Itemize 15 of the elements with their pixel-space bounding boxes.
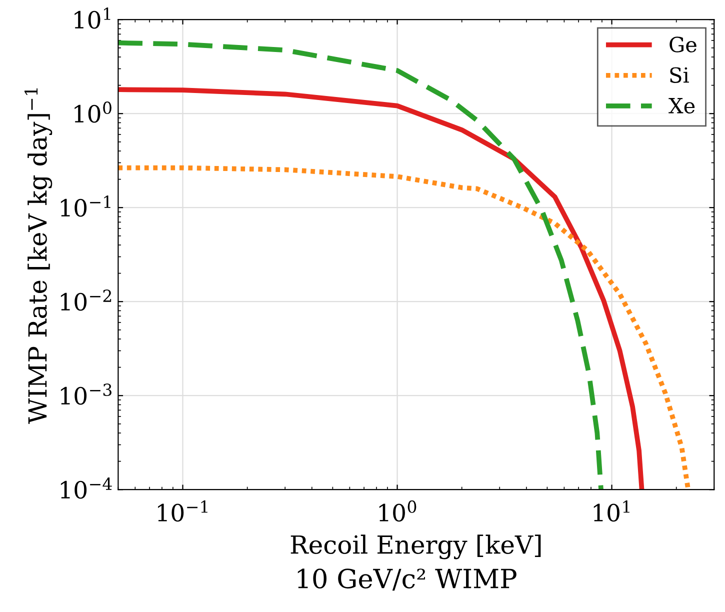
y-tick-label: 10$^{−3}$ <box>60 384 112 405</box>
x-tick-label: 10$^{−1}$ <box>158 500 208 522</box>
y-tick-label: 10$^{−1}$ <box>60 196 110 217</box>
legend-label: Xe <box>668 98 695 114</box>
y-axis-title: WIMP Rate [keV kg day]$^{−1}$ <box>24 88 52 424</box>
legend-label: Ge <box>670 36 696 52</box>
y-tick-label: 10$^{−2}$ <box>60 290 112 311</box>
y-tick-label: 10$^{0}$ <box>74 102 112 123</box>
legend-label: Si <box>670 67 689 83</box>
y-tick-label: 10$^{1}$ <box>74 8 110 29</box>
x-tick-label: 10$^{0}$ <box>379 500 416 522</box>
text: 10 GeV/c² WIMP <box>298 568 516 591</box>
x-axis-title: Recoil Energy [keV] <box>290 534 541 560</box>
y-tick-label: 10$^{−4}$ <box>60 478 112 499</box>
x-tick-label: 10$^{1}$ <box>594 500 630 522</box>
